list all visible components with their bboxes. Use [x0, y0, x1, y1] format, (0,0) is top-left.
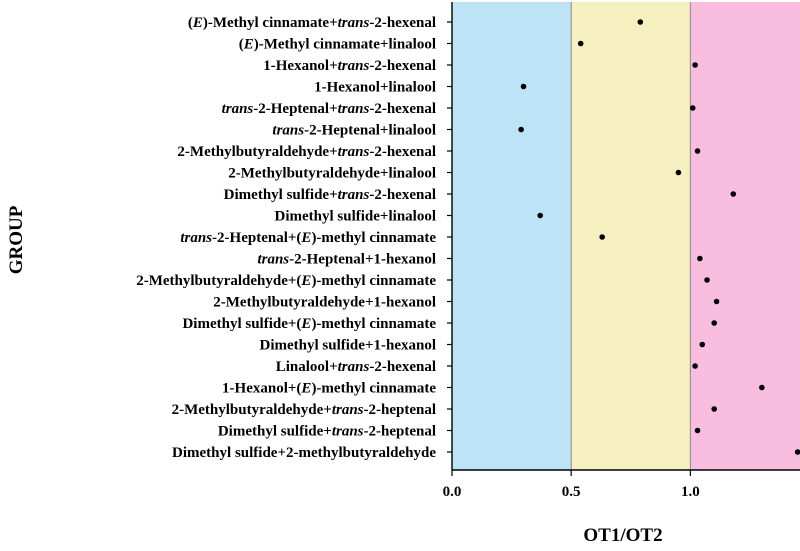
- x-tick-label: 1.0: [681, 484, 700, 500]
- data-points: [518, 19, 800, 455]
- y-tick-label: 2-Methylbutyraldehyde+trans-2-heptenal: [172, 402, 436, 418]
- x-tick-label: 0.0: [443, 484, 462, 500]
- y-axis-title: GROUP: [6, 205, 27, 274]
- y-tick-label: 2-Methylbutyraldehyde+1-hexanol: [213, 295, 436, 311]
- data-point: [694, 427, 701, 434]
- y-tick-label: trans-2-Heptenal+1-hexanol: [257, 252, 436, 268]
- y-tick-label: Dimethyl sulfide+2-methylbutyraldehyde: [172, 445, 436, 461]
- y-tick-label: Dimethyl sulfide+1-hexanol: [260, 338, 436, 354]
- data-point: [697, 255, 703, 262]
- data-point: [637, 19, 644, 25]
- y-tick-label: trans-2-Heptenal+(E)-methyl cinnamate: [180, 230, 436, 246]
- data-point: [759, 384, 765, 391]
- y-tick-label: 2-Methylbutyraldehyde+trans-2-hexenal: [177, 144, 436, 160]
- data-point: [537, 212, 543, 219]
- y-tick-label: 1-Hexanol+linalool: [314, 80, 436, 96]
- region-below-0.5: [452, 2, 572, 470]
- data-point: [694, 148, 701, 154]
- y-tick-label: Dimethyl sulfide+linalool: [275, 209, 436, 225]
- y-tick-label: (E)-Methyl cinnamate+trans-2-hexenal: [188, 15, 436, 31]
- x-axis: 0.0 0.5 1.0: [443, 2, 800, 500]
- y-tick-label: 2-Methylbutyraldehyde+(E)-methyl cinnama…: [136, 273, 436, 289]
- y-tick-label: Dimethyl sulfide+(E)-methyl cinnamate: [182, 316, 436, 332]
- y-tick-label: 1-Hexanol+(E)-methyl cinnamate: [222, 381, 436, 397]
- data-point: [699, 341, 706, 348]
- data-point: [711, 406, 717, 412]
- y-tick-label: Dimethyl sulfide+trans-2-heptenal: [218, 424, 436, 440]
- data-point: [692, 62, 698, 68]
- data-point: [794, 449, 800, 455]
- data-point: [730, 191, 737, 197]
- region-0.5-to-1.0: [571, 2, 691, 470]
- y-category-labels: (E)-Methyl cinnamate+trans-2-hexenal (E)-…: [136, 15, 452, 461]
- y-tick-label: 1-Hexanol+trans-2-hexenal: [263, 58, 436, 74]
- y-tick-label: Dimethyl sulfide+trans-2-hexenal: [224, 187, 436, 203]
- y-tick-label: Linalool+trans-2-hexenal: [276, 359, 436, 375]
- data-point: [599, 234, 605, 240]
- y-tick-label: (E)-Methyl cinnamate+linalool: [239, 37, 436, 53]
- data-point: [520, 83, 527, 90]
- data-point: [713, 298, 720, 305]
- x-axis-title: OT1/OT2: [583, 525, 662, 546]
- data-point: [689, 105, 696, 111]
- background-regions: [452, 2, 800, 470]
- data-point: [518, 126, 524, 133]
- data-point: [704, 277, 710, 283]
- y-tick-label: 2-Methylbutyraldehyde+linalool: [228, 166, 436, 182]
- data-point: [711, 320, 717, 326]
- data-point: [692, 363, 698, 369]
- x-tick-label: 0.5: [562, 484, 581, 500]
- data-point: [675, 169, 682, 176]
- y-tick-label: trans-2-Heptenal+trans-2-hexenal: [222, 101, 436, 117]
- data-point: [577, 40, 584, 47]
- region-above-1.0: [690, 2, 800, 470]
- y-tick-label: trans-2-Heptenal+linalool: [272, 123, 436, 139]
